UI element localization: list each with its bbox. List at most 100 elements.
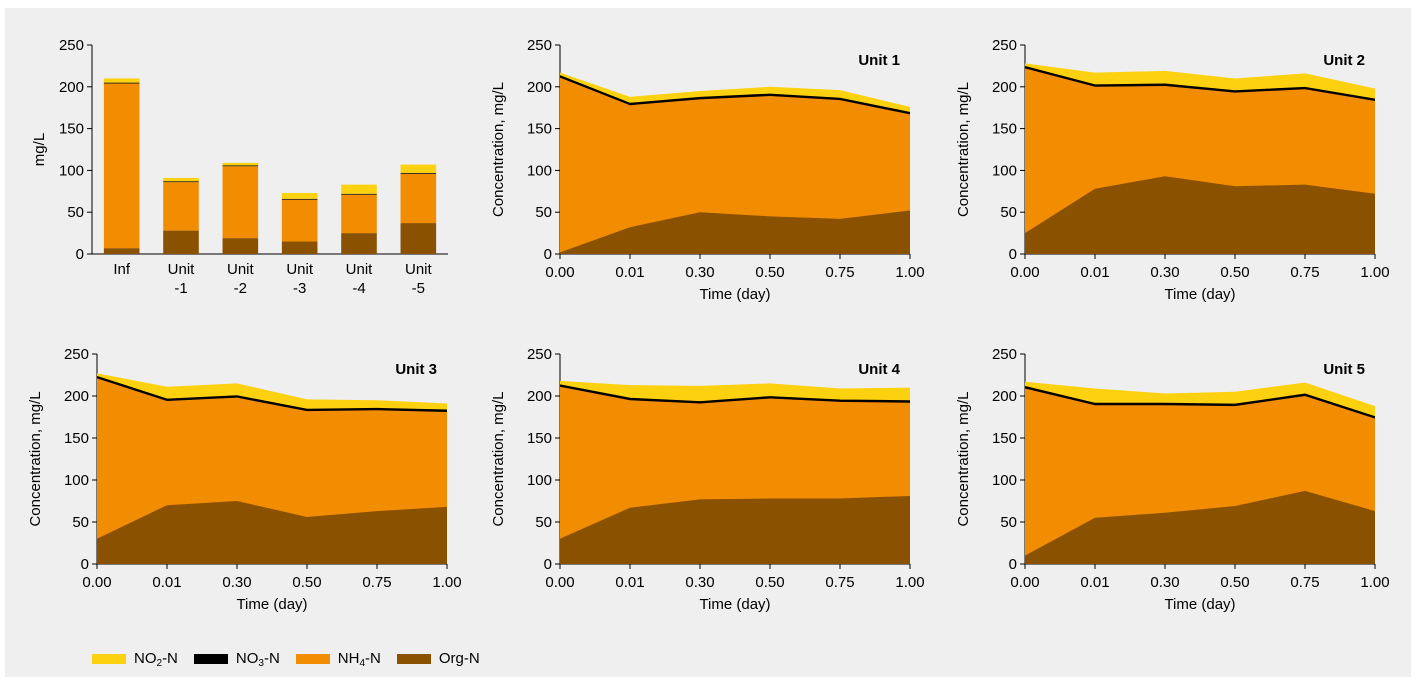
y-axis-label: Concentration, mg/L bbox=[955, 82, 972, 217]
bar-no3-n bbox=[400, 172, 437, 174]
x-tick-label: 0.50 bbox=[1220, 264, 1249, 281]
panel-unit-2: 0 50 100 150 200 250 Concentration, mg/L 0.00 0.… bbox=[955, 37, 1390, 303]
y-tick-label: 100 bbox=[59, 162, 84, 179]
line-no3-n bbox=[559, 384, 911, 403]
x-tick-label: 1.00 bbox=[1360, 264, 1389, 281]
y-tick-label: 250 bbox=[64, 346, 89, 363]
x-tick-label: 0.30 bbox=[685, 264, 714, 281]
x-tick-label: -1 bbox=[174, 280, 187, 297]
legend-label-nh4-n: NH4-N bbox=[337, 649, 381, 669]
legend-label-no3-n: NO3-N bbox=[235, 649, 280, 669]
y-tick-label: 200 bbox=[992, 79, 1017, 96]
x-tick-label: -3 bbox=[293, 280, 306, 297]
y-tick-label: 250 bbox=[527, 37, 552, 54]
y-tick-label: 100 bbox=[992, 472, 1017, 489]
bar-nh4-n bbox=[163, 182, 199, 231]
x-tick-label: 0.50 bbox=[1220, 574, 1249, 591]
bar-no2-n bbox=[103, 78, 140, 83]
x-tick-label: -4 bbox=[352, 280, 365, 297]
area-org-n bbox=[1025, 490, 1375, 564]
x-axis-label: Time (day) bbox=[699, 596, 770, 613]
y-tick-label: 150 bbox=[64, 430, 89, 447]
x-tick-label: 0.30 bbox=[1150, 264, 1179, 281]
panel-unit-4: 0 50 100 150 200 250 Concentration, mg/L 0.00 0.… bbox=[490, 346, 925, 613]
x-tick-label: 0.01 bbox=[615, 264, 644, 281]
x-tick-label: 1.00 bbox=[1360, 574, 1389, 591]
bar-no3-n bbox=[163, 181, 199, 183]
legend-swatch-org-n bbox=[396, 654, 431, 664]
bar-no2-n bbox=[341, 184, 377, 194]
y-tick-label: 200 bbox=[527, 388, 552, 405]
y-tick-label: 250 bbox=[59, 37, 84, 54]
x-tick-label: 0.50 bbox=[755, 574, 784, 591]
y-tick-label: 200 bbox=[527, 79, 552, 96]
y-tick-label: 50 bbox=[535, 204, 552, 221]
x-tick-label: 1.00 bbox=[895, 574, 924, 591]
x-tick-label: 1.00 bbox=[432, 574, 461, 591]
x-tick-label: 0.30 bbox=[222, 574, 251, 591]
x-tick-label: 0.75 bbox=[825, 264, 854, 281]
area-org-n bbox=[560, 495, 910, 564]
x-tick-label: 0.50 bbox=[755, 264, 784, 281]
panel-title: Unit 2 bbox=[1323, 52, 1365, 69]
bar-no2-n bbox=[222, 162, 259, 166]
y-tick-label: 150 bbox=[992, 430, 1017, 447]
x-tick-label: 0.30 bbox=[1150, 574, 1179, 591]
bar-org-n bbox=[163, 230, 199, 254]
y-tick-label: 200 bbox=[59, 79, 84, 96]
y-tick-label: 150 bbox=[59, 121, 84, 138]
legend-label-org-n: Org-N bbox=[438, 649, 480, 667]
y-tick-label: 0 bbox=[544, 246, 552, 263]
x-tick-label: Inf bbox=[113, 261, 131, 278]
x-tick-label: 1.00 bbox=[895, 264, 924, 281]
bar-nh4-n bbox=[103, 83, 140, 249]
x-tick-label: 0.00 bbox=[545, 264, 574, 281]
y-tick-label: 150 bbox=[527, 121, 552, 138]
x-tick-label: 0.75 bbox=[825, 574, 854, 591]
y-tick-label: 100 bbox=[527, 162, 552, 179]
x-tick-label: 0.00 bbox=[82, 574, 111, 591]
area-org-n bbox=[97, 501, 447, 564]
line-no3-n bbox=[96, 375, 448, 412]
y-tick-label: 0 bbox=[1009, 556, 1017, 573]
bar-no3-n bbox=[222, 165, 259, 167]
line-no3-n bbox=[559, 75, 911, 114]
legend-item-no2-n: NO2-N bbox=[92, 650, 178, 669]
y-tick-label: 100 bbox=[992, 162, 1017, 179]
bar-org-n bbox=[341, 233, 377, 254]
y-tick-label: 0 bbox=[544, 556, 552, 573]
legend-item-org-n: Org-N bbox=[396, 649, 480, 669]
panel-title: Unit 5 bbox=[1323, 361, 1365, 378]
line-no3-n bbox=[1024, 66, 1376, 101]
y-tick-label: 0 bbox=[1009, 246, 1017, 263]
x-tick-label: 0.00 bbox=[545, 574, 574, 591]
y-tick-label: 100 bbox=[527, 472, 552, 489]
bar-no3-n bbox=[281, 198, 318, 200]
x-tick-label: 0.00 bbox=[1010, 264, 1039, 281]
legend-swatch-nh4-n bbox=[295, 654, 330, 664]
x-tick-label: 0.30 bbox=[685, 574, 714, 591]
y-tick-label: 250 bbox=[992, 346, 1017, 363]
line-no3-n bbox=[1024, 386, 1376, 418]
y-tick-label: 150 bbox=[527, 430, 552, 447]
area-org-n bbox=[560, 210, 910, 254]
panel-title: Unit 3 bbox=[395, 361, 437, 378]
y-tick-label: 50 bbox=[535, 514, 552, 531]
y-tick-label: 200 bbox=[64, 388, 89, 405]
legend-item-nh4-n: NH4-N bbox=[295, 649, 381, 669]
x-tick-label: 0.01 bbox=[615, 574, 644, 591]
bar-org-n bbox=[222, 238, 259, 254]
bar-org-n bbox=[400, 223, 437, 254]
legend-label-no2-n: NO2-N bbox=[134, 649, 178, 669]
panel-title: Unit 4 bbox=[858, 361, 900, 378]
panel-bar-summary: 0 50 100 150 200 250 mg/L Inf Unit -1 Unit -2 Unit -3… bbox=[31, 37, 448, 297]
area-org-n bbox=[1025, 176, 1375, 254]
y-tick-label: 0 bbox=[81, 556, 89, 573]
x-tick-label: 0.50 bbox=[292, 574, 321, 591]
legend-swatch-no2-n bbox=[92, 654, 126, 664]
y-tick-label: 50 bbox=[72, 514, 89, 531]
y-tick-label: 50 bbox=[1000, 204, 1017, 221]
bar-no2-n bbox=[400, 164, 437, 173]
bar-org-n bbox=[103, 248, 140, 254]
x-tick-label: Unit bbox=[286, 261, 314, 278]
